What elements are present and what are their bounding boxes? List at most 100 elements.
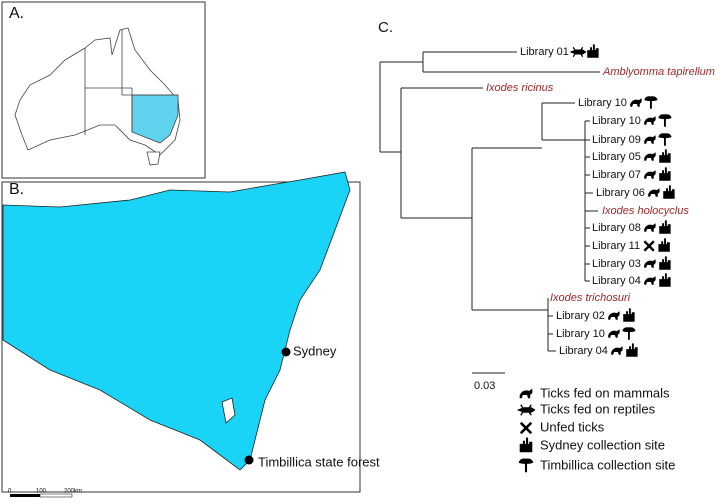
icon	[648, 188, 660, 197]
leaf-label: Library 08	[592, 222, 641, 234]
mammal-icon	[644, 259, 656, 268]
sydney-icon	[659, 149, 671, 163]
scale-bar	[39, 493, 73, 498]
mammal-icon	[608, 329, 620, 338]
icon	[518, 458, 534, 473]
sydney-icon	[659, 220, 671, 234]
legend-label: Ticks fed on mammals	[540, 385, 670, 400]
site-dot	[244, 455, 254, 465]
panel-label: B.	[9, 181, 24, 198]
mammal-icon	[644, 276, 656, 285]
icon	[519, 421, 533, 435]
mammal-icon	[630, 98, 642, 107]
icon	[519, 437, 533, 453]
site-dot	[281, 347, 291, 357]
act	[221, 397, 236, 424]
unfed-icon	[519, 421, 533, 435]
leaf-label: Library 02	[556, 310, 605, 322]
species-label: Ixodes holocyclus	[602, 205, 689, 217]
icon	[644, 152, 656, 161]
legend-label: Unfed ticks	[540, 419, 605, 434]
sydney-icon	[587, 44, 599, 58]
leaf-label: Library 09	[592, 134, 641, 146]
tree-icon	[644, 96, 658, 109]
tree-scale-label: 0.03	[474, 380, 495, 392]
icon	[659, 220, 671, 234]
legend-label: Ticks fed on reptiles	[540, 401, 656, 416]
scale-label: 100	[36, 489, 47, 495]
sydney-icon	[659, 256, 671, 270]
state-borders	[84, 30, 178, 135]
leaf-label: Library 11	[592, 240, 640, 252]
icon	[644, 170, 656, 179]
icon	[658, 133, 672, 146]
tasmania	[146, 151, 161, 166]
leaf-label: Library 01	[520, 46, 569, 58]
tree-branches	[379, 51, 600, 352]
species-label: Ixodes ricinus	[486, 82, 554, 94]
reptile-icon	[569, 46, 587, 58]
icon	[644, 116, 656, 125]
sydney-icon	[659, 167, 671, 181]
icon	[516, 404, 536, 416]
leaf-label: Library 07	[592, 169, 641, 181]
icon	[608, 311, 620, 320]
leaf-label: Library 10	[556, 328, 605, 340]
unfed-icon	[643, 240, 655, 252]
icon	[658, 114, 672, 127]
icon	[659, 256, 671, 270]
mammal-icon	[644, 152, 656, 161]
sydney-icon	[623, 308, 635, 322]
sydney-icon	[519, 437, 533, 453]
mammal-icon	[519, 388, 533, 399]
sydney-icon	[658, 238, 670, 252]
icon	[519, 388, 533, 399]
icon	[626, 343, 638, 357]
tree-icon	[622, 327, 636, 340]
icon	[644, 259, 656, 268]
tree-leaves: Library 01 Amblyomma tapirellum Ixodes ric…	[486, 44, 715, 357]
sydney-icon	[626, 343, 638, 357]
icon	[659, 273, 671, 287]
tree-icon	[518, 458, 534, 473]
legend-label: Timbillica collection site	[540, 457, 675, 472]
tree-icon	[658, 114, 672, 127]
icon	[644, 223, 656, 232]
scale-bar	[10, 494, 40, 497]
icon	[644, 135, 656, 144]
leaf-label: Library 03	[592, 258, 641, 270]
scale-label: 200km	[64, 489, 82, 495]
species-label: Ixodes trichosuri	[550, 292, 631, 304]
mammal-icon	[644, 135, 656, 144]
nsw-map	[2, 171, 351, 471]
sydney-icon	[663, 185, 675, 199]
icon	[569, 46, 587, 58]
mammal-icon	[644, 170, 656, 179]
icon	[663, 185, 675, 199]
panel-label: A.	[9, 5, 24, 22]
legend-label: Sydney collection site	[540, 437, 665, 452]
leaf-label: Library 05	[592, 151, 641, 163]
mammal-icon	[644, 116, 656, 125]
place-label: Sydney	[293, 343, 337, 358]
sydney-icon	[659, 273, 671, 287]
leaf-label: Library 04	[559, 345, 608, 357]
icon	[611, 346, 623, 355]
species-label: Amblyomma tapirellum	[602, 66, 715, 78]
icon	[623, 308, 635, 322]
tree-icon	[658, 133, 672, 146]
icon	[622, 327, 636, 340]
icon	[587, 44, 599, 58]
scale-label: 0	[8, 489, 12, 495]
icon	[630, 98, 642, 107]
icon	[608, 329, 620, 338]
panel-label: C.	[378, 19, 393, 36]
icon	[644, 276, 656, 285]
leaf-label: Library 10	[578, 97, 627, 109]
reptile-icon	[516, 404, 536, 416]
icon	[659, 167, 671, 181]
mammal-icon	[608, 311, 620, 320]
mammal-icon	[644, 223, 656, 232]
leaf-label: Library 10	[592, 115, 641, 127]
